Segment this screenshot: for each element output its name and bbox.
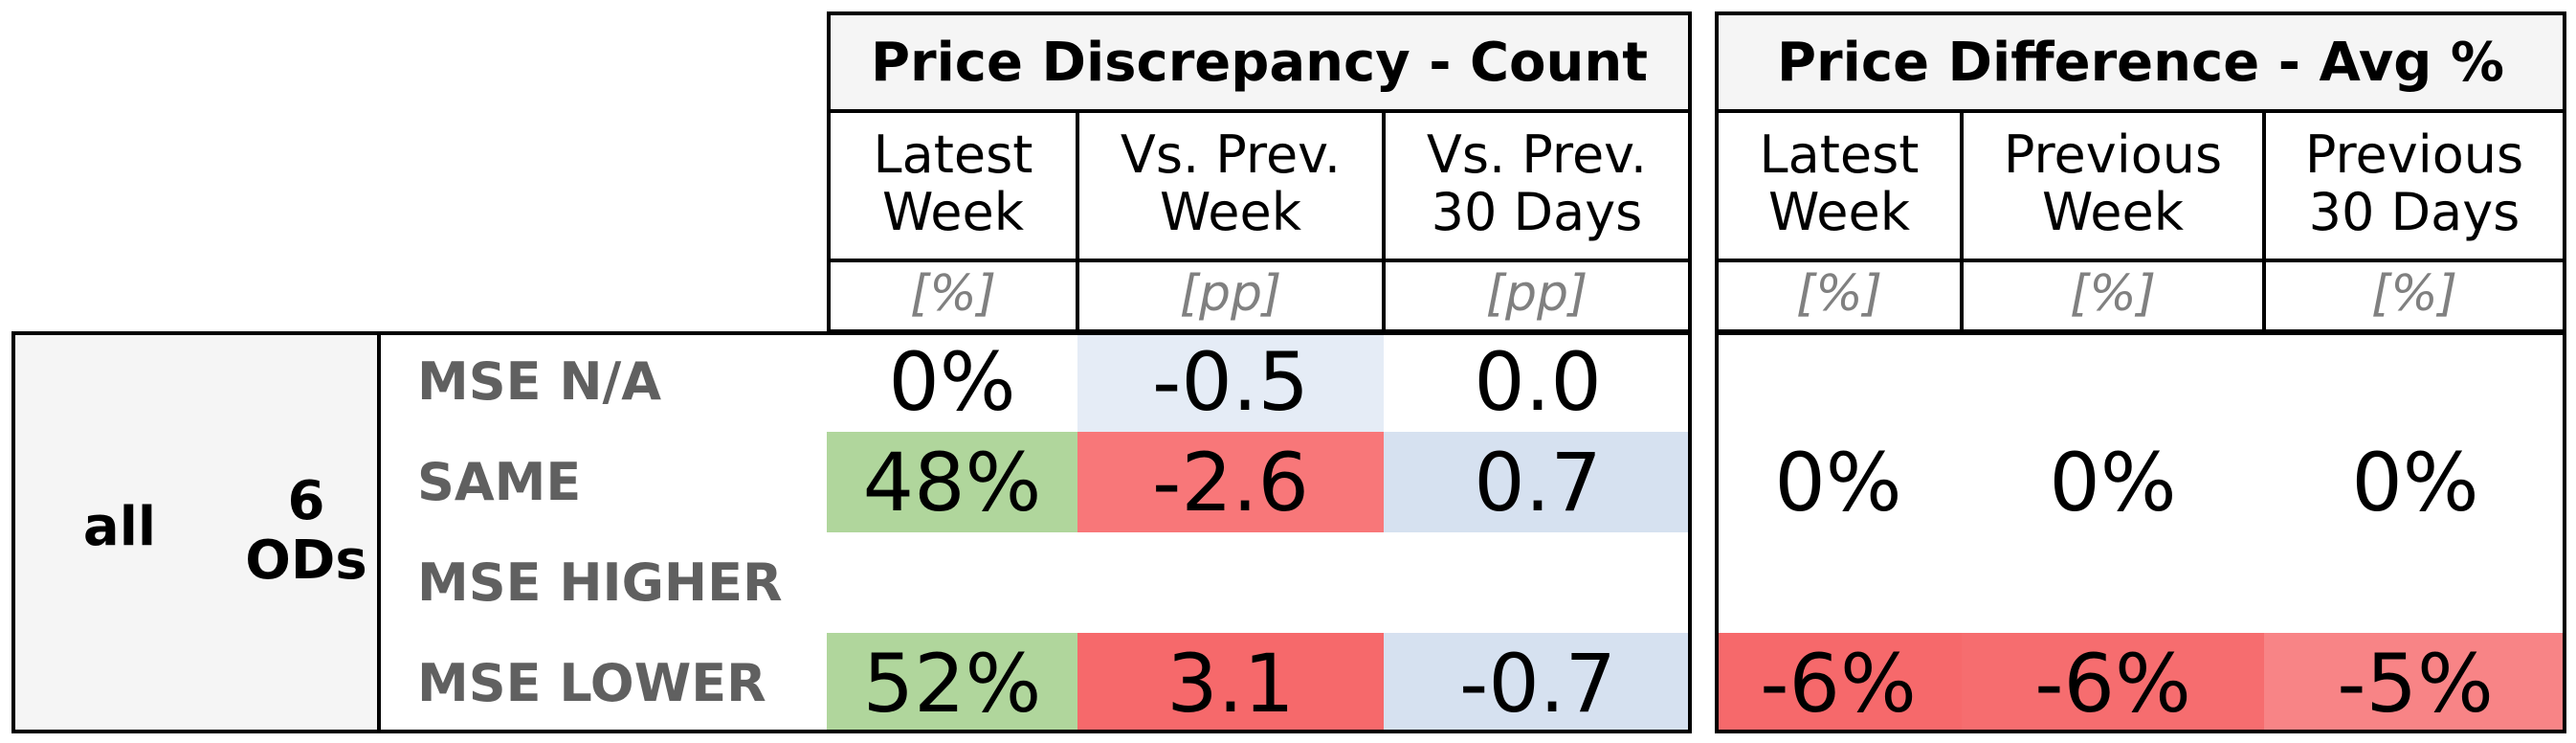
avg-unit-latest-week: [%] [1715, 259, 1964, 333]
cell-same-latest-week: 48% [827, 432, 1077, 532]
count-group-title: Price Discrepancy - Count [827, 11, 1692, 113]
cell-mse-na-avg-latest-week [1715, 331, 1962, 432]
count-col-header-vs-prev-30-days: Vs. Prev. 30 Days [1382, 109, 1692, 262]
count-unit-vs-prev-30-days: [pp] [1382, 259, 1692, 333]
cell-mse-higher-latest-week [827, 532, 1077, 633]
cell-mse-higher-avg-previous-week [1962, 532, 2264, 633]
cell-mse-higher-vs-prev-week [1077, 532, 1384, 633]
cell-same-vs-prev-week: -2.6 [1077, 432, 1384, 532]
cell-mse-na-avg-previous-30-days [2264, 331, 2566, 432]
cell-mse-higher-avg-previous-30-days [2264, 532, 2566, 633]
row-label-mse-higher: MSE HIGHER [417, 552, 783, 613]
avg-unit-previous-week: [%] [1960, 259, 2266, 333]
cell-mse-na-avg-previous-week [1962, 331, 2264, 432]
cell-mse-na-latest-week: 0% [827, 331, 1077, 432]
row-label-mse-lower: MSE LOWER [417, 653, 766, 713]
segment-label: all [82, 495, 157, 558]
count-unit-latest-week: [%] [827, 259, 1079, 333]
row-label-same: SAME [417, 452, 582, 512]
cell-same-avg-latest-week: 0% [1715, 432, 1962, 532]
cell-mse-higher-vs-prev-30-days [1384, 532, 1692, 633]
cell-mse-na-vs-prev-week: -0.5 [1077, 331, 1384, 432]
count-unit-vs-prev-week: [pp] [1076, 259, 1386, 333]
cell-same-avg-previous-week: 0% [1962, 432, 2264, 532]
avg-group-title: Price Difference - Avg % [1715, 11, 2566, 113]
avg-unit-previous-30-days: [%] [2262, 259, 2566, 333]
segment-od-count: 6 ODs [245, 470, 367, 592]
cell-same-vs-prev-30-days: 0.7 [1384, 432, 1692, 532]
cell-mse-lower-avg-latest-week: -6% [1715, 633, 1962, 733]
avg-col-header-previous-30-days: Previous 30 Days [2262, 109, 2566, 262]
avg-col-header-previous-week: Previous Week [1960, 109, 2266, 262]
count-col-header-vs-prev-week: Vs. Prev. Week [1076, 109, 1386, 262]
row-label-mse-na: MSE N/A [417, 351, 662, 412]
cell-mse-lower-avg-previous-week: -6% [1962, 633, 2264, 733]
count-col-header-latest-week: Latest Week [827, 109, 1079, 262]
cell-mse-lower-latest-week: 52% [827, 633, 1077, 733]
cell-mse-higher-avg-latest-week [1715, 532, 1962, 633]
cell-same-avg-previous-30-days: 0% [2264, 432, 2566, 532]
cell-mse-lower-vs-prev-30-days: -0.7 [1384, 633, 1692, 733]
cell-mse-lower-vs-prev-week: 3.1 [1077, 633, 1384, 733]
cell-mse-na-vs-prev-30-days: 0.0 [1384, 331, 1692, 432]
cell-mse-lower-avg-previous-30-days: -5% [2264, 633, 2566, 733]
segment-panel [11, 331, 379, 733]
avg-col-header-latest-week: Latest Week [1715, 109, 1964, 262]
